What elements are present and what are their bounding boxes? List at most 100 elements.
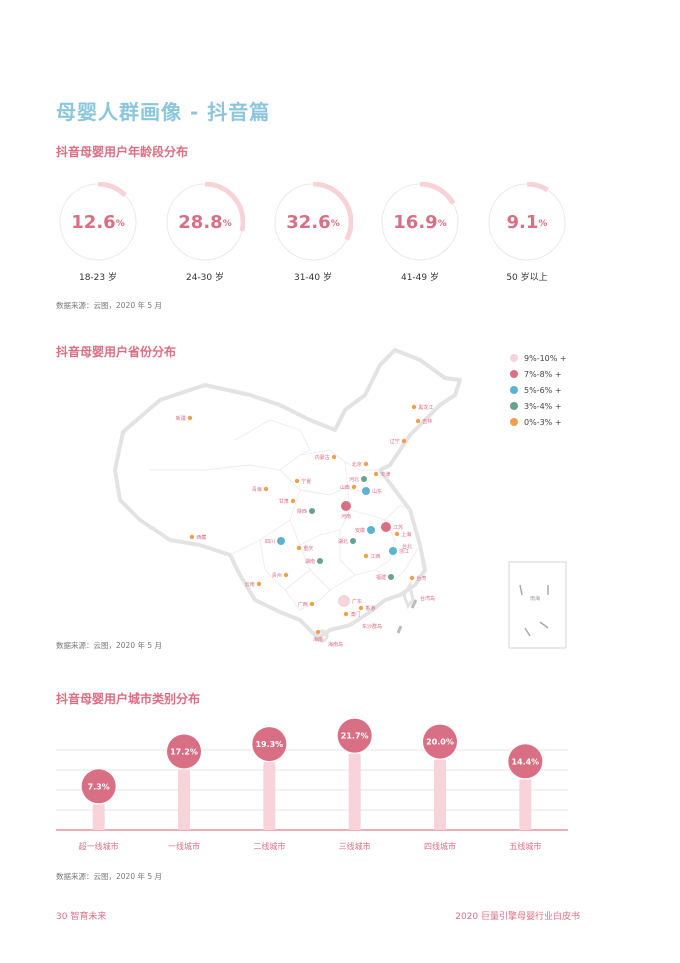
legend-swatch <box>510 370 518 378</box>
city-bar <box>263 762 276 830</box>
province-marker <box>363 461 369 467</box>
age-donut-arc <box>273 182 353 262</box>
legend-item: 9%-10% + <box>510 350 567 366</box>
age-donut-arc <box>487 182 567 262</box>
province-marker <box>415 418 421 424</box>
province-marker <box>277 537 285 545</box>
legend-label: 0%-3% + <box>524 417 562 427</box>
province-marker <box>350 538 356 544</box>
city-value-bubble <box>252 727 287 762</box>
province-label: 山东 <box>372 488 382 495</box>
province-label: 安徽 <box>355 527 365 534</box>
province-label: 海南 <box>313 636 323 643</box>
map-label-taibei: 台北 <box>402 543 412 550</box>
province-label: 新疆 <box>176 415 186 422</box>
province-label: 云南 <box>245 581 255 588</box>
province-label: 西藏 <box>196 534 206 541</box>
province-marker <box>283 572 289 578</box>
legend-item: 3%-4% + <box>510 398 567 414</box>
age-group-label: 31-40 岁 <box>293 273 332 283</box>
age-group-label: 18-23 岁 <box>78 273 117 283</box>
province-label: 湖南 <box>305 558 315 565</box>
city-bar <box>519 779 532 830</box>
city-value-label: 21.7% <box>341 732 369 741</box>
age-donut-value: 12.6% <box>58 182 138 262</box>
legend-swatch <box>510 386 518 394</box>
province-marker <box>373 471 379 477</box>
province-marker <box>363 553 369 559</box>
province-label: 四川 <box>265 539 275 545</box>
province-label: 广东 <box>352 598 362 605</box>
province-marker <box>294 478 300 484</box>
province-label: 青海 <box>252 486 262 493</box>
province-label: 江西 <box>370 553 380 560</box>
age-percent-number: 28.8 <box>178 211 223 233</box>
map-label-dongsha: 东沙群岛 <box>362 623 382 630</box>
province-label: 北京 <box>352 461 362 468</box>
city-section-title: 抖音母婴用户城市类别分布 <box>56 692 201 706</box>
city-value-label: 19.3% <box>255 740 283 749</box>
province-label: 湖北 <box>338 538 348 545</box>
age-group-label: 24-30 岁 <box>185 273 224 283</box>
province-label: 浙江 <box>399 548 409 555</box>
city-bar <box>348 753 361 830</box>
province-marker <box>401 438 407 444</box>
province-label: 台湾 <box>416 575 426 582</box>
province-marker <box>343 611 349 617</box>
province-marker <box>411 404 417 410</box>
city-value-label: 20.0% <box>426 738 454 747</box>
province-label: 黑龙江 <box>418 404 433 411</box>
age-percent-sign: % <box>222 219 232 229</box>
province-source: 数据来源：云图，2020 年 5 月 <box>56 641 163 650</box>
city-category-label: 三线城市 <box>339 841 371 851</box>
province-marker <box>362 487 370 495</box>
province-label: 甘肃 <box>279 498 289 505</box>
age-percent-sign: % <box>115 219 125 229</box>
province-label: 河北 <box>349 476 359 483</box>
province-marker <box>187 415 193 421</box>
province-marker <box>256 581 262 587</box>
province-label: 江苏 <box>393 524 403 531</box>
province-section-title: 抖音母婴用户省份分布 <box>56 345 177 359</box>
city-category-label: 五线城市 <box>509 841 541 851</box>
map-label-hainan-island: 海南岛 <box>328 641 343 648</box>
city-category-label: 超一线城市 <box>79 841 119 851</box>
province-marker <box>290 498 296 504</box>
province-label: 广西 <box>298 601 308 608</box>
province-label: 贵州 <box>272 572 282 579</box>
province-legend: 9%-10% + 7%-8% + 5%-6% + 3%-4% + 0%-3% + <box>510 350 567 430</box>
footer-right: 2020 巨量引擎母婴行业白皮书 <box>455 912 580 922</box>
legend-swatch <box>510 418 518 426</box>
province-label: 吉林 <box>422 418 432 425</box>
province-marker <box>309 508 315 514</box>
city-bar <box>434 759 446 830</box>
province-marker <box>341 501 351 511</box>
age-group-label: 50 岁以上 <box>506 273 548 283</box>
age-donut: 32.6% <box>273 182 353 262</box>
map-label-south-sea: 南海 <box>530 595 540 602</box>
age-group-label: 41-49 岁 <box>400 273 439 283</box>
legend-item: 5%-6% + <box>510 382 567 398</box>
province-marker <box>317 558 323 564</box>
age-donut: 12.6% <box>58 182 138 262</box>
province-label: 河南 <box>341 513 351 520</box>
province-marker <box>388 574 394 580</box>
province-marker <box>309 601 315 607</box>
province-label: 澳门 <box>350 611 360 618</box>
province-marker <box>338 595 350 607</box>
city-category-label: 二线城市 <box>253 841 285 851</box>
age-donut: 16.9% <box>380 182 460 262</box>
age-donut-value: 16.9% <box>380 182 460 262</box>
age-donut-value: 28.8% <box>165 182 245 262</box>
legend-label: 5%-6% + <box>524 385 562 395</box>
province-label: 辽宁 <box>390 438 400 445</box>
province-label: 香港 <box>365 605 375 612</box>
province-marker <box>189 534 195 540</box>
age-section-title: 抖音母婴用户年龄段分布 <box>56 145 189 159</box>
age-donut-arc <box>380 182 460 262</box>
legend-item: 0%-3% + <box>510 414 567 430</box>
province-label: 天津 <box>380 471 390 478</box>
age-percent-sign: % <box>330 219 340 229</box>
age-donut-value: 32.6% <box>273 182 353 262</box>
province-marker <box>409 575 415 581</box>
